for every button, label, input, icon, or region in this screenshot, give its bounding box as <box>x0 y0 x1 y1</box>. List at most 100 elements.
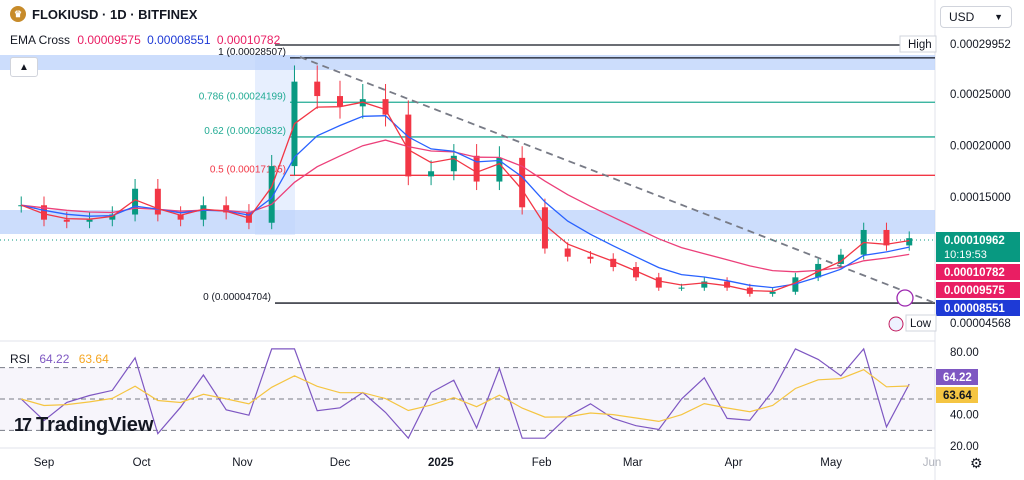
price-axis-tick: 0.00025000 <box>950 89 1011 101</box>
ema-axis-tag-value: 0.00008551 <box>944 303 1005 315</box>
rsi-axis-tick: 20.00 <box>950 441 979 453</box>
candle-body <box>564 248 571 257</box>
ema-fast-line <box>20 101 910 292</box>
downtrend-line <box>299 56 936 304</box>
candle-body <box>633 267 639 278</box>
fib-level-label: 0.786 (0.00024199) <box>199 91 286 102</box>
lower-zone <box>0 210 935 234</box>
candle-body <box>519 157 526 208</box>
candle-body <box>86 219 93 222</box>
fib-level-label: 0 (0.00004704) <box>203 292 271 303</box>
candle-body <box>428 171 435 177</box>
time-axis-tick: 2025 <box>428 457 454 469</box>
time-axis-tick: Jun <box>923 457 942 469</box>
rsi-ma-tag-text: 63.64 <box>943 390 972 402</box>
ema-axis-tag-value: 0.00009575 <box>944 285 1005 297</box>
rsi-value-tag <box>936 369 978 385</box>
candle-body <box>724 281 731 288</box>
rsi-ma-line <box>21 369 910 423</box>
chevron-down-icon: ▼ <box>994 12 1003 22</box>
ema-cross-label: EMA Cross <box>10 33 71 47</box>
candle-body <box>41 205 47 220</box>
tradingview-logo: 17 TradingView <box>14 414 153 437</box>
time-axis-tick: Mar <box>623 457 643 469</box>
alert-lightning-icon <box>896 289 914 307</box>
candle-body <box>382 99 389 115</box>
time-axis-tick: Oct <box>133 457 152 469</box>
candle-body <box>587 256 594 259</box>
tradingview-wordmark: TradingView <box>36 414 154 436</box>
candle-body <box>837 254 844 264</box>
ema-axis-tag <box>936 300 1020 316</box>
rsi-legend: RSI 64.22 63.64 <box>10 352 109 366</box>
high-tag-box <box>899 35 937 53</box>
high-price-tick: 0.00029952 <box>950 39 1011 51</box>
fib-level-label: 1 (0.00028507) <box>218 47 286 58</box>
low-tag-box <box>905 314 937 332</box>
time-axis-tick: Sep <box>34 457 54 469</box>
candle-body <box>883 229 890 246</box>
currency-label: USD <box>949 10 975 24</box>
candle-body <box>610 258 617 268</box>
rsi-value: 64.22 <box>39 352 70 366</box>
candle-body <box>268 166 275 223</box>
candle-body <box>496 157 503 182</box>
chevron-up-icon: ▲ <box>19 61 29 73</box>
ema-axis-tag <box>936 264 1020 280</box>
candle-body <box>314 81 321 97</box>
candle-body <box>678 287 685 289</box>
candle-body <box>177 214 184 220</box>
ema-slow-line <box>21 115 910 289</box>
rsi-axis-tick: 80.00 <box>950 347 979 359</box>
candle-body <box>769 291 776 294</box>
rsi-ma-value: 63.64 <box>78 352 109 366</box>
time-axis-tick: May <box>820 457 842 469</box>
low-tag-label: Low <box>910 318 932 330</box>
settings-gear-icon[interactable]: ⚙ <box>970 455 983 471</box>
current-price-tag <box>936 232 1020 262</box>
candle-body <box>655 277 662 288</box>
rsi-axis-tick: 40.00 <box>950 410 979 422</box>
ema-long-line <box>21 139 910 273</box>
candle-body <box>541 207 548 249</box>
rsi-line <box>20 347 910 440</box>
symbol-label: FLOKIUSD · 1D · BITFINEX <box>32 6 198 22</box>
time-axis-tick: Apr <box>725 457 743 469</box>
countdown-value: 10:19:53 <box>944 249 987 261</box>
ema-value-fast: 0.00009575 <box>77 33 141 47</box>
floki-coin-icon: ♛ <box>10 6 26 22</box>
low-marker-icon <box>888 316 904 332</box>
high-tag-label: High <box>908 39 932 51</box>
symbol-title: ♛ FLOKIUSD · 1D · BITFINEX <box>10 6 197 22</box>
candle-body <box>154 188 161 215</box>
candle-body <box>450 155 457 172</box>
rsi-label: RSI <box>10 352 31 366</box>
tradingview-mark: 17 <box>14 415 32 435</box>
time-axis-tick: Dec <box>330 457 351 469</box>
ema-legend: EMA Cross 0.00009575 0.00008551 0.000107… <box>10 33 280 47</box>
ema-axis-tag <box>936 282 1020 298</box>
candle-body <box>337 96 343 107</box>
collapse-legend-button[interactable]: ▲ <box>10 57 38 77</box>
price-axis-tick: 0.00020000 <box>950 141 1011 153</box>
current-price-value: 0.00010962 <box>944 235 1005 247</box>
candle-body <box>109 214 116 220</box>
price-axis-tick: 0.00015000 <box>950 192 1011 204</box>
candle-body <box>63 219 70 222</box>
candle-body <box>223 205 230 213</box>
time-axis-tick: Nov <box>232 457 253 469</box>
ema-value-slow: 0.00008551 <box>147 33 211 47</box>
candle-body <box>132 188 139 215</box>
candle-body <box>701 281 708 288</box>
currency-select[interactable]: USD ▼ <box>940 6 1012 28</box>
fib-level-label: 0.5 (0.00017105) <box>210 164 286 175</box>
ema-axis-tag-value: 0.00010782 <box>944 267 1005 279</box>
candle-body <box>906 238 913 246</box>
time-axis-tick: Feb <box>532 457 552 469</box>
candle-body <box>473 155 480 182</box>
ema-value-long: 0.00010782 <box>216 33 281 47</box>
rsi-value-tag-text: 64.22 <box>943 372 972 384</box>
rsi-ma-tag <box>936 387 978 403</box>
candle-body <box>200 205 207 220</box>
